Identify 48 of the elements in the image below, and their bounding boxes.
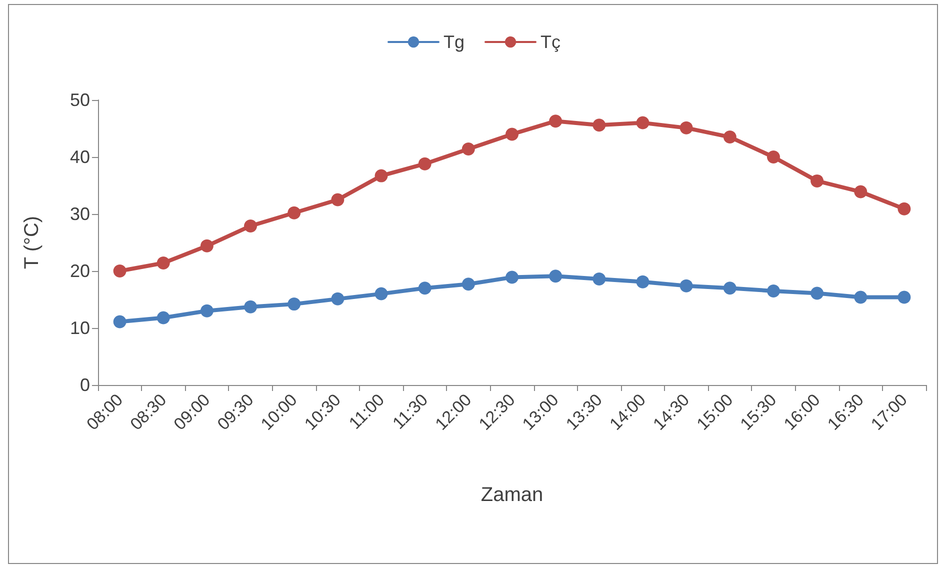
point: [113, 315, 126, 328]
point: [418, 157, 432, 170]
point: [898, 202, 911, 216]
point: [766, 284, 780, 298]
point: [374, 287, 388, 300]
point: [156, 311, 170, 324]
legend-label: Tç: [540, 32, 561, 52]
point: [288, 206, 301, 220]
point: [680, 121, 693, 134]
y-tick-label: 10: [70, 318, 90, 338]
point: [592, 272, 606, 286]
point: [462, 278, 475, 291]
point: [854, 185, 868, 198]
point: [766, 150, 780, 164]
point: [592, 118, 606, 132]
point: [331, 292, 344, 306]
point: [374, 169, 388, 182]
y-tick-label: 0: [80, 375, 90, 395]
y-tick-label: 20: [70, 261, 90, 281]
point: [898, 290, 911, 304]
point: [244, 300, 258, 314]
point: [680, 279, 693, 292]
point: [331, 193, 344, 206]
point: [418, 282, 432, 295]
point: [549, 270, 562, 283]
y-axis-title: T (°C): [21, 216, 43, 270]
point: [854, 290, 868, 304]
x-axis-title: Zaman: [480, 484, 544, 506]
point: [723, 130, 736, 144]
point: [200, 239, 214, 252]
point: [810, 286, 824, 300]
point: [462, 142, 475, 156]
point: [506, 128, 518, 141]
point: [723, 282, 736, 295]
legend-label: Tg: [444, 32, 465, 52]
point: [549, 114, 562, 128]
point: [156, 256, 170, 270]
point: [288, 298, 301, 311]
point: [506, 270, 518, 284]
y-tick-label: 40: [70, 147, 90, 167]
point: [244, 219, 258, 232]
point: [636, 116, 650, 130]
point: [200, 304, 214, 318]
point: [810, 174, 824, 188]
y-tick-label: 30: [70, 204, 90, 224]
y-tick-label: 50: [70, 90, 90, 110]
point: [636, 275, 650, 288]
point: [113, 264, 126, 278]
